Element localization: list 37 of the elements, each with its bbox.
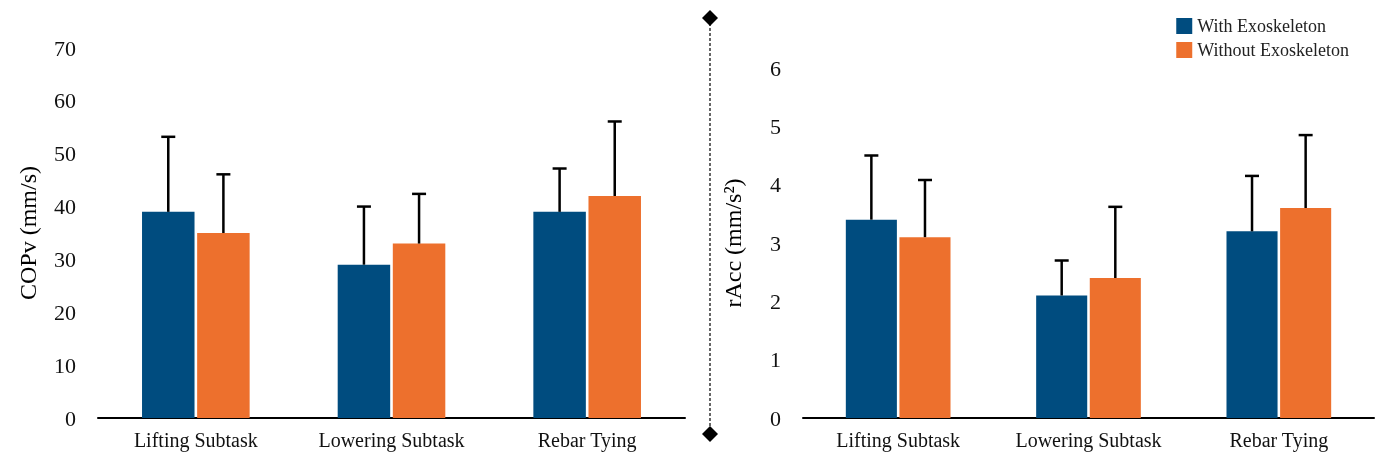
x-tick-label: Lowering Subtask [1015, 429, 1162, 452]
legend-label: With Exoskeleton [1197, 16, 1327, 36]
bar [845, 219, 897, 418]
y-tick-label: 70 [54, 35, 76, 61]
bar [533, 211, 586, 418]
y-tick-label: 0 [770, 405, 781, 431]
y-axis-title: rAcc (mm/s²) [720, 178, 746, 308]
y-tick-label: 50 [54, 141, 76, 167]
bar [337, 264, 391, 418]
y-tick-label: 3 [770, 230, 781, 256]
bar [142, 211, 195, 418]
y-axis-title: COPv (mm/s) [15, 165, 41, 301]
bar [392, 243, 446, 418]
y-tick-label: 60 [54, 88, 76, 114]
y-tick-label: 4 [770, 172, 781, 198]
x-tick-label: Rebar Tying [1229, 429, 1329, 452]
x-tick-label: Rebar Tying [537, 429, 637, 452]
y-tick-label: 0 [65, 405, 76, 431]
y-tick-label: 6 [770, 55, 781, 81]
x-tick-label: Lifting Subtask [133, 429, 258, 452]
bar [899, 237, 951, 418]
bar [588, 196, 641, 418]
y-tick-label: 2 [770, 288, 781, 314]
y-tick-label: 40 [54, 194, 76, 220]
bar [1280, 208, 1332, 418]
y-tick-label: 30 [54, 246, 76, 272]
bar [1226, 231, 1278, 418]
x-tick-label: Lowering Subtask [318, 429, 465, 452]
y-tick-label: 5 [770, 113, 781, 139]
y-tick-label: 1 [770, 347, 781, 373]
legend-label: Without Exoskeleton [1197, 40, 1350, 60]
y-tick-label: 20 [54, 299, 76, 325]
y-tick-label: 10 [54, 352, 76, 378]
bar [197, 233, 250, 418]
x-tick-label: Lifting Subtask [836, 429, 961, 452]
bar [1089, 278, 1141, 418]
bar [1036, 295, 1088, 418]
